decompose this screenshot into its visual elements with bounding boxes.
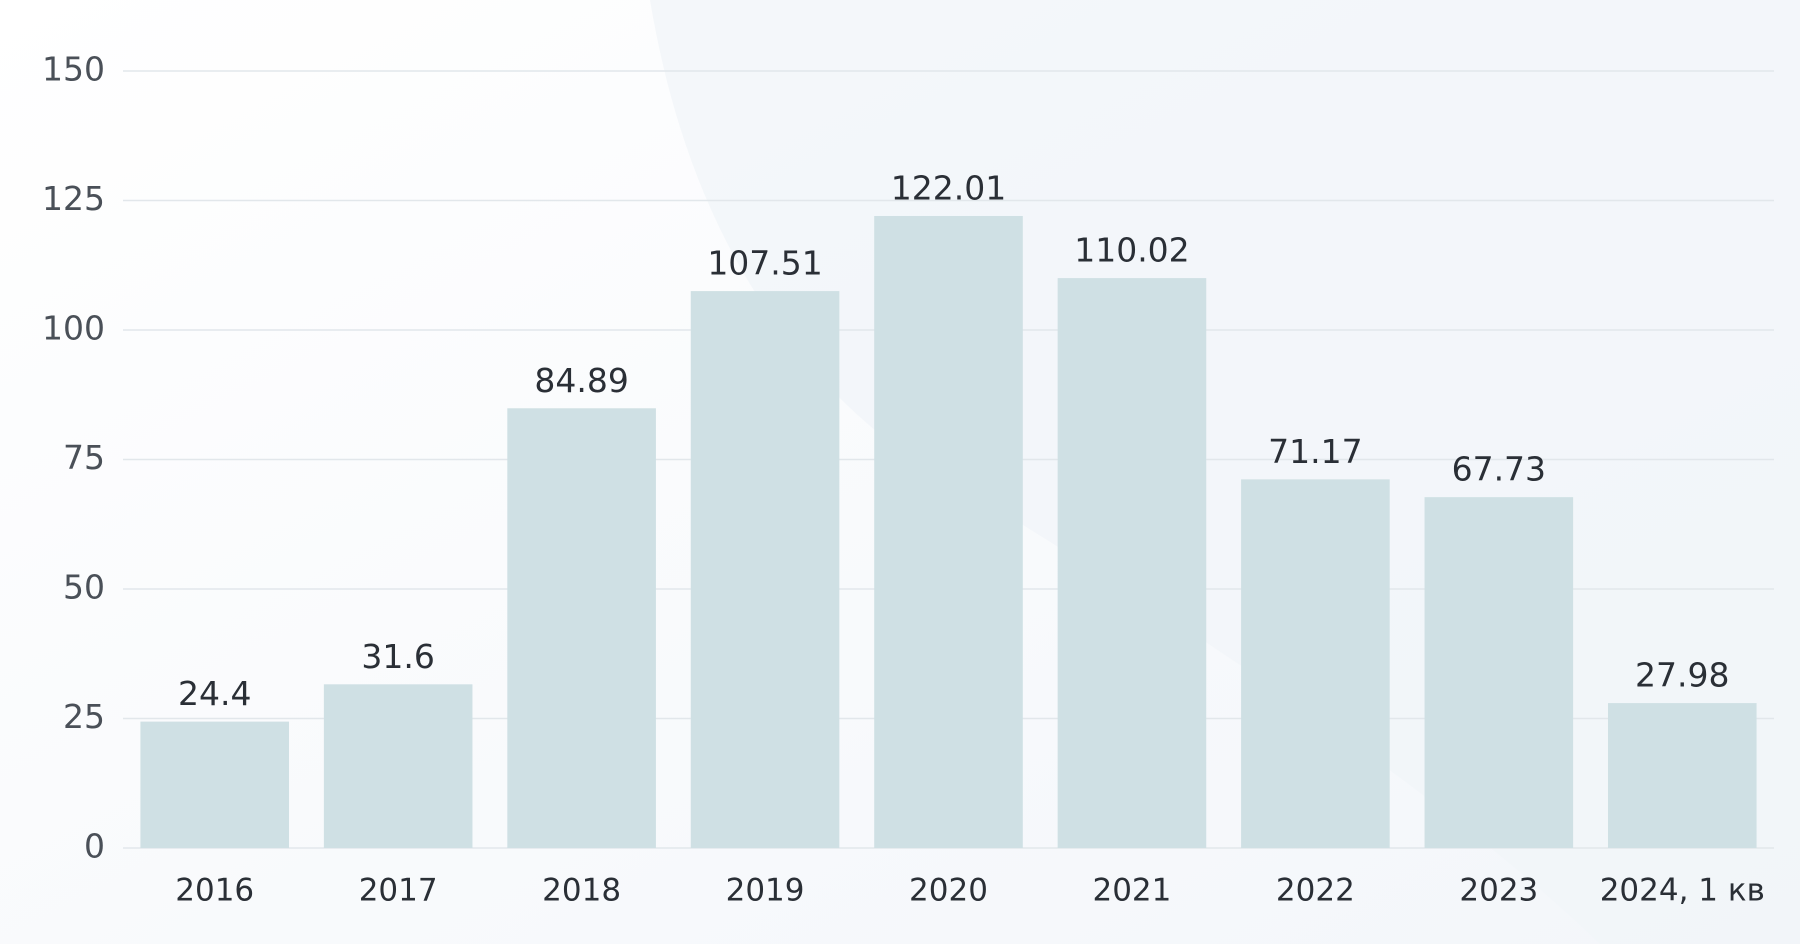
bar [1607, 703, 1757, 848]
x-tick-label: 2023 [1459, 873, 1538, 909]
y-tick-label: 25 [63, 697, 105, 736]
y-tick-label: 150 [42, 50, 105, 89]
data-label: 84.89 [534, 361, 628, 400]
bar [1057, 278, 1207, 848]
bar [323, 684, 473, 848]
y-tick-label: 100 [42, 309, 105, 348]
y-tick-label: 75 [63, 438, 105, 477]
bar [507, 408, 656, 848]
x-tick-label: 2019 [726, 873, 805, 909]
data-label: 27.98 [1635, 656, 1729, 695]
data-label: 67.73 [1452, 450, 1546, 489]
data-label: 31.6 [361, 637, 434, 676]
bar [690, 291, 840, 848]
y-tick-label: 0 [84, 827, 105, 866]
data-label: 110.02 [1074, 231, 1189, 270]
x-tick-label: 2016 [175, 873, 254, 909]
x-tick-label: 2021 [1092, 873, 1171, 909]
data-label: 122.01 [891, 168, 1006, 207]
data-label: 107.51 [707, 244, 822, 283]
y-tick-label: 50 [63, 568, 105, 607]
x-tick-label: 2018 [542, 873, 621, 909]
y-tick-label: 125 [42, 179, 105, 218]
bar [1424, 497, 1574, 848]
x-tick-label: 2024, 1 кв [1600, 873, 1765, 909]
x-tick-label: 2022 [1276, 873, 1355, 909]
bar [140, 721, 290, 848]
data-label: 24.4 [178, 674, 251, 713]
x-tick-label: 2020 [909, 873, 988, 909]
x-tick-label: 2017 [359, 873, 438, 909]
bar [1241, 479, 1390, 848]
data-label: 71.17 [1268, 432, 1362, 471]
bar [874, 215, 1023, 848]
